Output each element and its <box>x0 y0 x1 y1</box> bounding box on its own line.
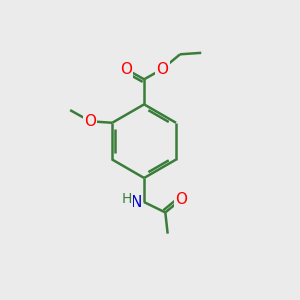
Text: O: O <box>176 192 188 207</box>
Text: H: H <box>121 192 132 206</box>
Text: O: O <box>84 114 96 129</box>
Text: O: O <box>120 61 132 76</box>
Text: N: N <box>130 195 142 210</box>
Text: O: O <box>156 61 168 76</box>
